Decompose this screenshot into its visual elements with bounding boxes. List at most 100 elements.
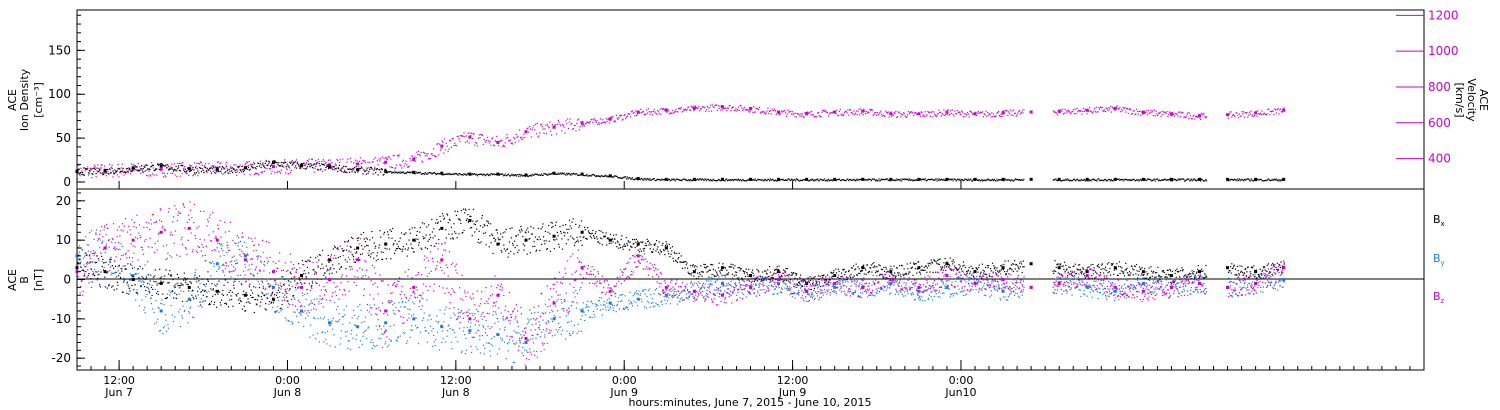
velocity-sample (687, 106, 689, 108)
density-sample (668, 178, 671, 180)
velocity-sample (142, 171, 144, 173)
by-sample (126, 263, 129, 265)
by-sample (243, 270, 245, 272)
by-sample (983, 294, 985, 296)
velocity-sample (1189, 115, 1192, 117)
by-sample (1270, 279, 1273, 281)
by-sample (774, 288, 776, 290)
bx-point (1057, 266, 1061, 270)
bx-sample (90, 277, 92, 280)
velocity-sample (1267, 108, 1269, 110)
velocity-sample (384, 163, 386, 165)
by-sample (468, 309, 470, 311)
velocity-sample (956, 110, 958, 112)
by-sample (660, 301, 662, 303)
by-sample (1089, 286, 1091, 288)
velocity-sample (552, 127, 554, 129)
velocity-sample (785, 115, 788, 117)
density-sample (891, 179, 894, 181)
by-sample (796, 293, 798, 295)
density-sample (859, 178, 862, 181)
density-sample (855, 178, 857, 180)
density-sample (971, 180, 973, 182)
by-sample (1200, 290, 1203, 293)
density-sample (774, 179, 776, 182)
velocity-sample (397, 155, 399, 157)
by-sample (1022, 289, 1025, 291)
density-sample (716, 179, 719, 182)
velocity-sample (478, 134, 480, 136)
density-sample (436, 172, 438, 175)
by-sample (927, 298, 929, 301)
by-sample (381, 333, 383, 335)
velocity-point (1141, 110, 1145, 114)
by-sample (979, 281, 981, 283)
velocity-sample (908, 112, 910, 114)
velocity-sample (938, 109, 940, 111)
density-sample (801, 179, 803, 182)
density-sample (435, 173, 437, 176)
by-sample (894, 275, 896, 277)
by-sample (300, 314, 302, 316)
by-sample (356, 334, 358, 336)
by-sample (794, 297, 796, 299)
by-sample (772, 293, 774, 296)
by-sample (395, 306, 397, 309)
density-sample (661, 178, 663, 180)
density-sample (244, 167, 246, 169)
by-sample (119, 248, 121, 251)
by-sample (1169, 277, 1171, 279)
by-sample (946, 278, 948, 280)
by-sample (339, 343, 341, 345)
by-sample (790, 287, 792, 289)
density-sample (779, 179, 781, 181)
by-sample (837, 286, 839, 288)
by-sample (594, 303, 596, 305)
by-sample (277, 306, 279, 308)
by-sample (1188, 281, 1190, 283)
density-sample (140, 168, 142, 170)
by-sample (200, 298, 202, 300)
velocity-sample (711, 104, 713, 106)
velocity-sample (727, 107, 729, 109)
density-sample (578, 174, 580, 176)
by-sample (484, 347, 486, 349)
by-sample (652, 306, 655, 308)
by-sample (746, 280, 748, 282)
density-sample (970, 178, 972, 180)
density-sample (372, 173, 374, 175)
velocity-sample (1145, 112, 1147, 114)
velocity-sample (898, 111, 900, 113)
density-sample (99, 172, 101, 174)
by-sample (1129, 291, 1131, 293)
by-sample (1255, 290, 1257, 292)
velocity-sample (750, 107, 752, 109)
density-sample (82, 171, 84, 174)
bx-sample (132, 276, 134, 278)
velocity-sample (841, 114, 843, 117)
density-sample (1179, 178, 1181, 180)
by-sample (900, 285, 903, 287)
density-sample (1131, 179, 1133, 182)
density-sample (274, 161, 277, 163)
density-sample (529, 174, 532, 176)
by-sample (429, 314, 431, 316)
density-sample (580, 174, 582, 176)
velocity-sample (801, 115, 803, 117)
velocity-sample (635, 110, 637, 112)
velocity-sample (582, 124, 585, 126)
velocity-sample (1234, 116, 1236, 118)
density-sample (798, 180, 800, 182)
by-sample (419, 301, 421, 303)
velocity-sample (617, 118, 619, 120)
by-sample (378, 337, 380, 339)
density-sample (295, 167, 298, 169)
velocity-sample (860, 112, 862, 115)
velocity-sample (409, 158, 411, 160)
velocity-sample (719, 105, 721, 107)
density-sample (385, 172, 388, 174)
by-sample (191, 290, 193, 293)
velocity-point (356, 162, 360, 166)
density-sample (315, 165, 317, 167)
density-sample (467, 173, 469, 175)
